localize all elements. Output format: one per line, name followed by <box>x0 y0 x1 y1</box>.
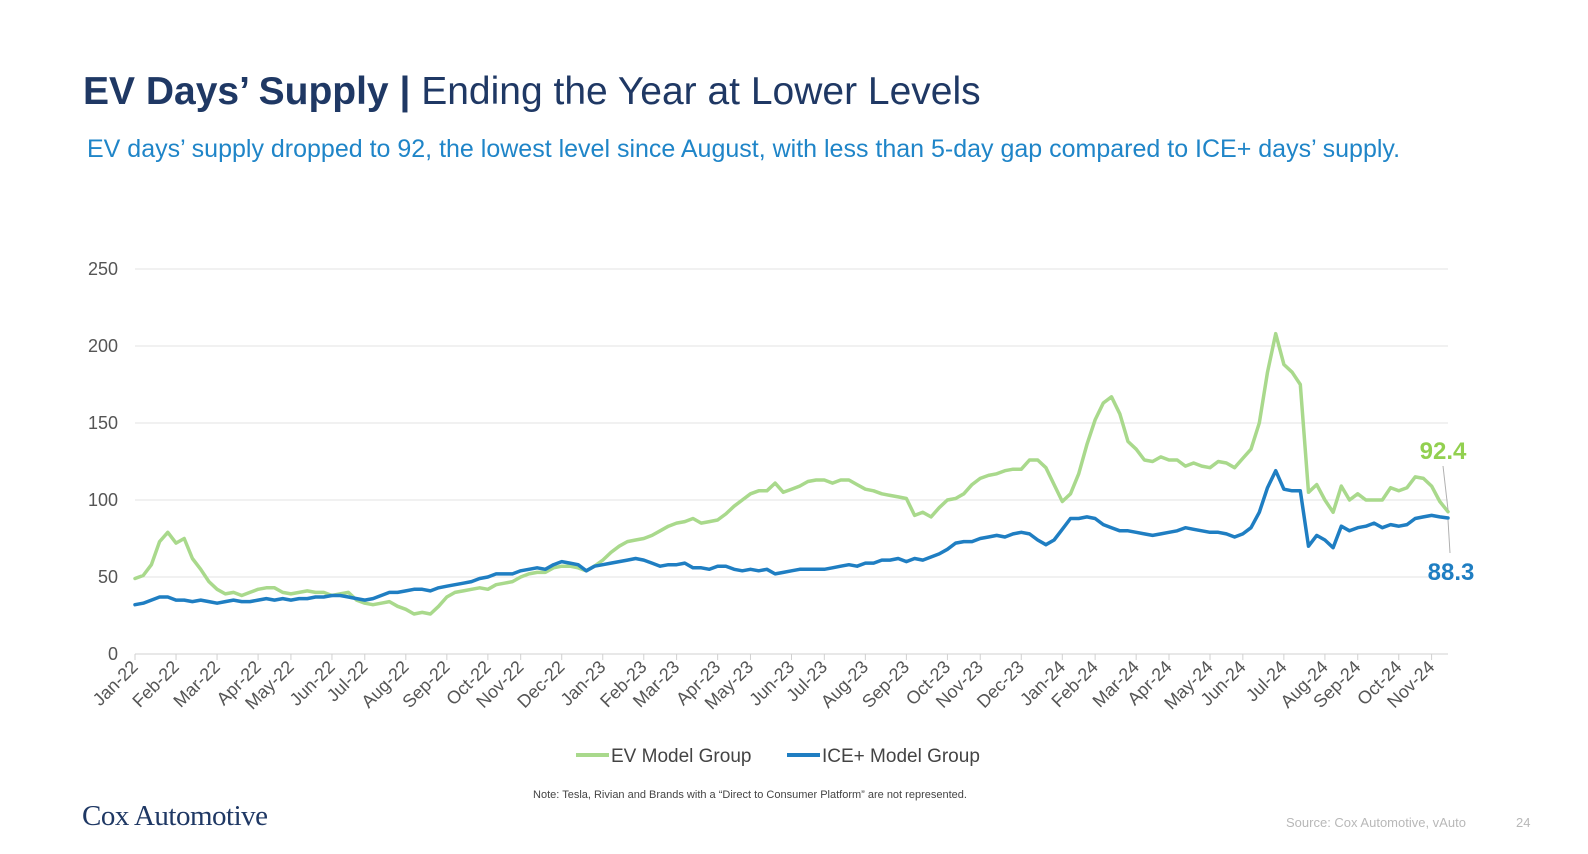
ice-series-line <box>133 468 1450 607</box>
x-axis: Jan-22Feb-22Mar-22Apr-22May-22Jun-22Jul-… <box>89 653 1448 713</box>
chart-legend: EV Model Group ICE+ Model Group <box>576 746 980 767</box>
title-bold: EV Days’ Supply <box>83 70 389 113</box>
chart-gridlines <box>135 268 1448 578</box>
end-labels: 92.4 88.3 <box>1420 438 1475 586</box>
ice-legend-label: ICE+ Model Group <box>822 746 980 767</box>
y-tick-label: 150 <box>88 413 118 433</box>
y-tick-label: 200 <box>88 336 118 356</box>
source-text: Source: Cox Automotive, vAuto <box>1286 815 1466 830</box>
y-tick-label: 0 <box>108 644 118 664</box>
page-number: 24 <box>1516 815 1531 830</box>
title-rest: Ending the Year at Lower Levels <box>421 70 981 113</box>
ev-end-label: 92.4 <box>1420 438 1467 465</box>
footnote: Note: Tesla, Rivian and Brands with a “D… <box>533 789 967 801</box>
chart-series <box>133 331 1450 616</box>
y-tick-label: 100 <box>88 490 118 510</box>
page-title: EV Days’ Supply | Ending the Year at Low… <box>83 70 981 114</box>
ev-end-leader <box>1442 465 1449 510</box>
ice-end-label: 88.3 <box>1428 559 1475 586</box>
y-axis-ticks: 0 50 100 150 200 250 <box>88 259 118 664</box>
cox-automotive-logo: Cox Automotive <box>82 800 268 832</box>
ice-end-leader <box>1447 519 1451 554</box>
y-tick-label: 50 <box>98 567 118 587</box>
x-tick-label: Mar-22 <box>169 657 223 711</box>
title-separator: | <box>399 70 411 113</box>
page-subtitle: EV days’ supply dropped to 92, the lowes… <box>87 135 1401 163</box>
y-tick-label: 250 <box>88 259 118 279</box>
ev-legend-label: EV Model Group <box>611 746 751 767</box>
